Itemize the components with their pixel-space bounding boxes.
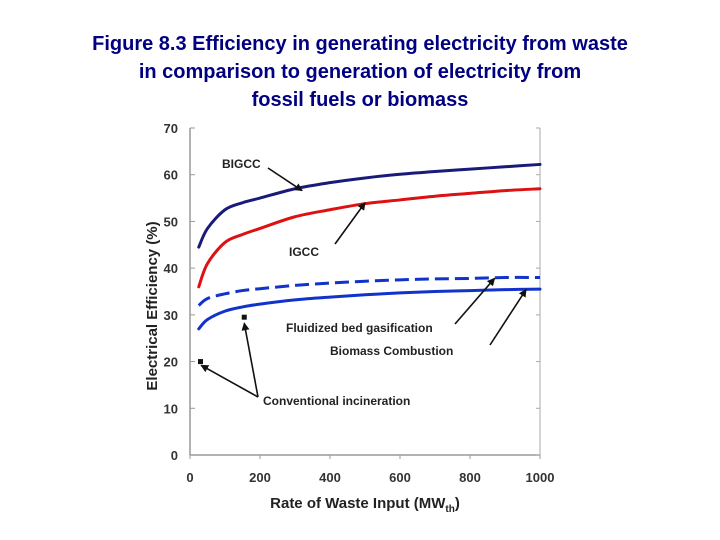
annotation-conventional-incineration: Conventional incineration — [263, 394, 410, 408]
x-axis-label-main: Rate of Waste Input (MW — [270, 495, 446, 512]
x-tick-label: 200 — [249, 470, 271, 485]
x-tick-label: 600 — [389, 470, 411, 485]
x-tick-label: 800 — [459, 470, 481, 485]
data-point-conventional-incineration — [198, 359, 203, 365]
x-tick-label: 0 — [186, 470, 193, 485]
axis-layer: 0 10 20 30 40 50 60 70 0 200 400 600 800 1000 — [164, 121, 555, 485]
arrow-incineration-b — [241, 322, 259, 398]
y-tick-label: 70 — [164, 121, 178, 136]
annotation-igcc: IGCC — [289, 245, 319, 259]
annotation-biomass-combustion: Biomass Combustion — [330, 344, 453, 358]
title-line-2: in comparison to generation of electrici… — [138, 61, 582, 83]
y-axis-label: Electrical Efficiency (%) — [144, 221, 161, 390]
arrow-bigcc — [267, 167, 303, 192]
x-axis-label-subscript: th — [445, 504, 454, 515]
title-line-3: fossil fuels or biomass — [251, 89, 469, 111]
arrow-fluidized — [454, 277, 496, 325]
y-tick-label: 60 — [164, 168, 178, 183]
data-point-conventional-incineration — [241, 314, 247, 320]
points-layer — [198, 314, 247, 365]
chart-title: Figure 8.3 Efficiency in generating elec… — [0, 30, 720, 114]
arrow-incineration-a — [200, 364, 259, 398]
series-line-bigcc — [197, 162, 542, 249]
x-axis-label-close: ) — [455, 495, 460, 512]
title-line-1: Figure 8.3 Efficiency in generating elec… — [92, 33, 628, 55]
x-axis-label: Rate of Waste Input (MWth) — [270, 495, 460, 515]
annotation-fluidized-bed-gasification: Fluidized bed gasification — [286, 321, 433, 335]
y-tick-label: 30 — [164, 308, 178, 323]
y-tick-label: 50 — [164, 214, 178, 229]
y-tick-label: 0 — [171, 448, 178, 463]
series-line-igcc — [197, 187, 542, 289]
arrow-igcc — [334, 201, 366, 245]
y-tick-label: 20 — [164, 355, 178, 370]
annotation-bigcc: BIGCC — [222, 157, 261, 171]
annotation-layer: BIGCC IGCC Fluidized bed gasification Bi… — [200, 157, 527, 408]
series-layer — [197, 162, 542, 331]
series-line-fluidized-bed-gasification — [197, 275, 541, 307]
x-tick-label: 1000 — [526, 470, 555, 485]
y-tick-label: 40 — [164, 261, 178, 276]
series-line-biomass-combustion — [197, 287, 542, 331]
x-tick-label: 400 — [319, 470, 341, 485]
arrow-biomass — [489, 288, 527, 346]
y-tick-label: 10 — [164, 401, 178, 416]
